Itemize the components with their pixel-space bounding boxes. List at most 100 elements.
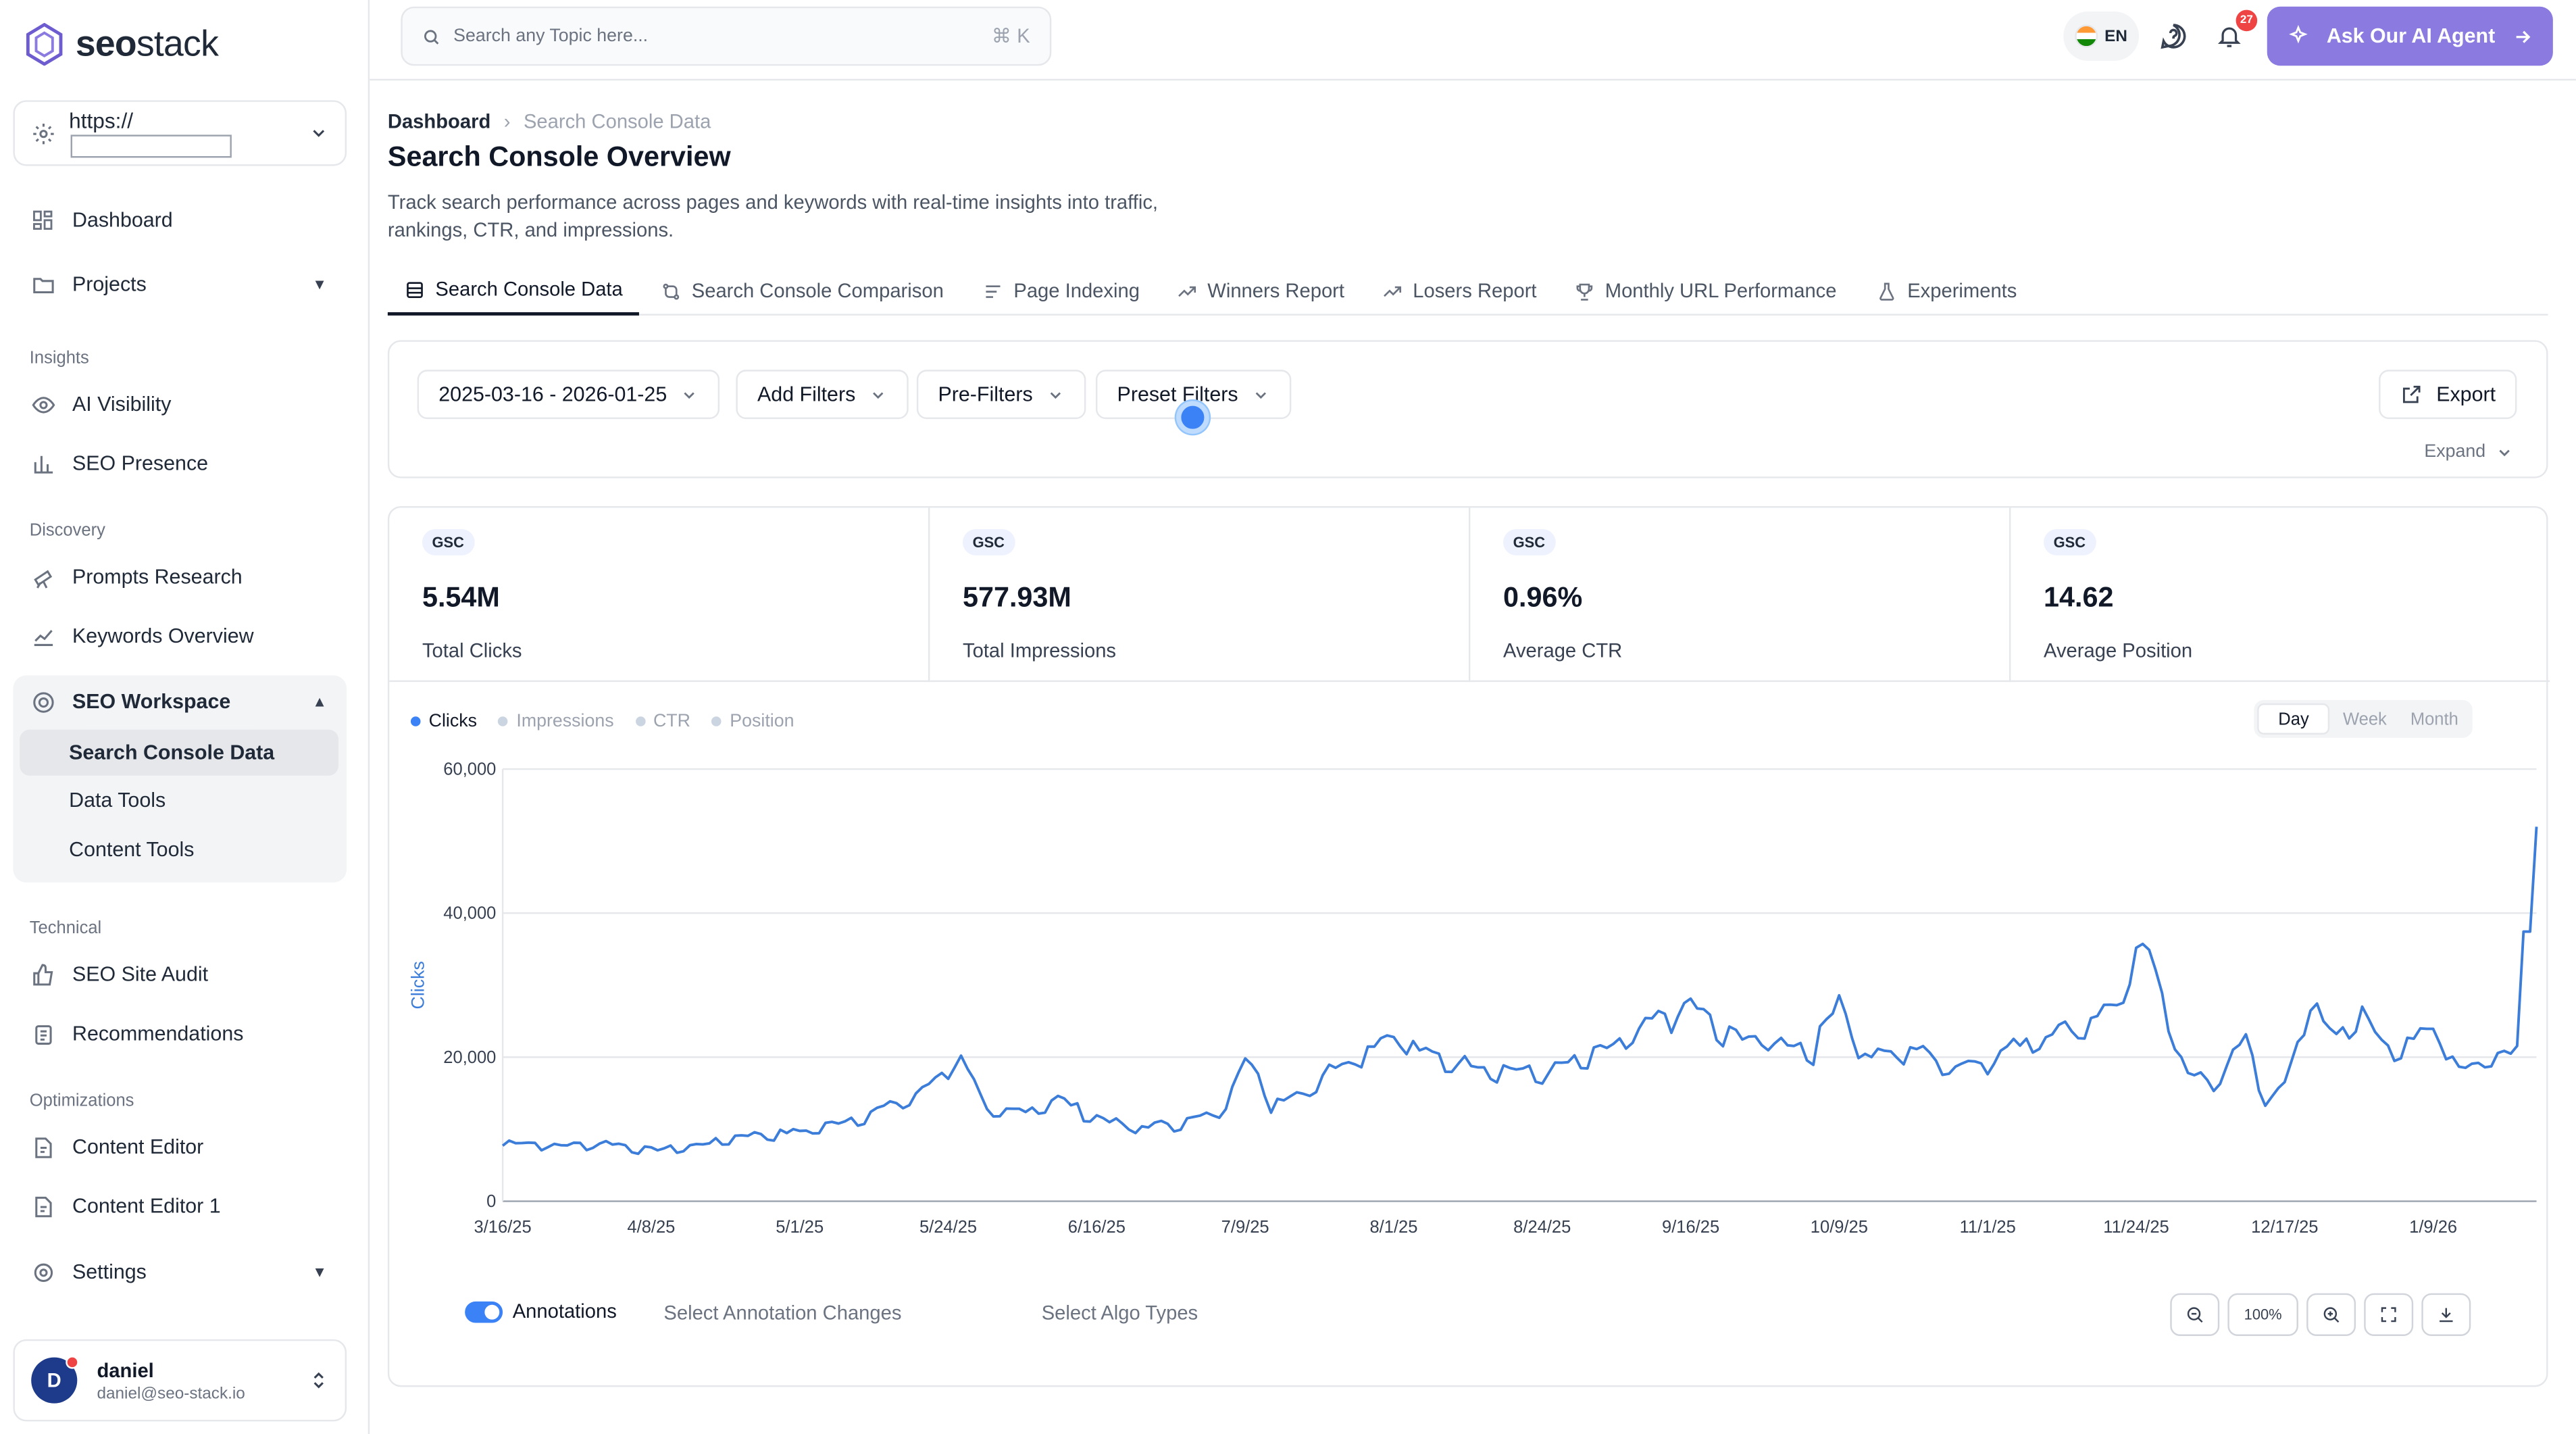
tab-label: Search Console Data bbox=[435, 277, 623, 301]
search-shortcut: ⌘ K bbox=[991, 24, 1030, 48]
y-tick-label: 40,000 bbox=[443, 904, 496, 923]
breadcrumb-root[interactable]: Dashboard bbox=[387, 109, 491, 133]
sidebar-item-settings[interactable]: Settings ▼ bbox=[13, 1244, 347, 1300]
date-range-value: 2025-03-16 - 2026-01-25 bbox=[438, 382, 667, 406]
sidebar-item-label: AI Visibility bbox=[72, 393, 172, 416]
algo-types-select[interactable]: Select Algo Types bbox=[1041, 1301, 1198, 1325]
sidebar-item-ai-visibility[interactable]: AI Visibility bbox=[13, 376, 347, 432]
ask-ai-agent-button[interactable]: Ask Our AI Agent bbox=[2267, 6, 2553, 66]
arrow-right-icon bbox=[2512, 26, 2533, 47]
sidebar-item-prompts-research[interactable]: Prompts Research bbox=[13, 549, 347, 605]
legend-label: CTR bbox=[653, 711, 690, 732]
folder-icon bbox=[30, 271, 56, 297]
annotations-toggle[interactable]: Annotations bbox=[465, 1300, 617, 1323]
stat-total-impressions: GSC 577.93M Total Impressions bbox=[930, 508, 1471, 683]
fullscreen-button[interactable] bbox=[2364, 1293, 2414, 1336]
tab-label: Winners Report bbox=[1207, 279, 1345, 303]
date-range-picker[interactable]: 2025-03-16 - 2026-01-25 bbox=[417, 370, 720, 420]
legend-label: Position bbox=[730, 711, 794, 732]
sidebar-item-label: Keywords Overview bbox=[72, 624, 254, 648]
tab-losers-report[interactable]: Losers Report bbox=[1365, 266, 1553, 316]
granularity-week[interactable]: Week bbox=[2342, 709, 2387, 729]
tab-winners-report[interactable]: Winners Report bbox=[1160, 266, 1361, 316]
toggle-switch[interactable] bbox=[465, 1300, 503, 1322]
zoom-out-button[interactable] bbox=[2170, 1293, 2220, 1336]
sidebar-item-content-editor[interactable]: Content Editor bbox=[13, 1119, 347, 1175]
sidebar-item-content-tools[interactable]: Content Tools bbox=[69, 838, 195, 862]
breadcrumb-current: Search Console Data bbox=[523, 109, 711, 133]
legend-position[interactable]: Position bbox=[711, 711, 794, 732]
trending-icon bbox=[1382, 280, 1403, 302]
site-url: https:// bbox=[69, 108, 296, 159]
help-icon[interactable] bbox=[2155, 18, 2191, 54]
sidebar-item-seo-presence[interactable]: SEO Presence bbox=[13, 435, 347, 491]
stat-label: Average Position bbox=[2044, 639, 2193, 662]
legend-label: Clicks bbox=[428, 711, 478, 732]
language-selector[interactable]: EN bbox=[2063, 11, 2140, 61]
sidebar-item-data-tools[interactable]: Data Tools bbox=[69, 789, 166, 812]
sparkle-icon bbox=[2287, 24, 2310, 47]
search-input[interactable]: Search any Topic here... ⌘ K bbox=[401, 6, 1052, 66]
legend-impressions[interactable]: Impressions bbox=[498, 711, 614, 732]
sidebar-item-search-console-data[interactable]: Search Console Data bbox=[20, 729, 338, 776]
x-tick-label: 10/9/25 bbox=[1811, 1218, 1868, 1237]
bell-icon[interactable]: 27 bbox=[2211, 9, 2258, 54]
sidebar-item-label: Content Editor 1 bbox=[72, 1194, 221, 1218]
add-filters-button[interactable]: Add Filters bbox=[736, 370, 909, 420]
stat-value: 5.54M bbox=[422, 581, 500, 614]
gsc-badge: GSC bbox=[422, 529, 474, 555]
legend-label: Impressions bbox=[516, 711, 614, 732]
annotations-label: Annotations bbox=[512, 1300, 617, 1323]
y-tick-label: 60,000 bbox=[443, 760, 496, 779]
logo-icon bbox=[26, 23, 63, 66]
site-selector[interactable]: https:// bbox=[13, 100, 347, 166]
tab-page-indexing[interactable]: Page Indexing bbox=[966, 266, 1156, 316]
granularity-day[interactable]: Day bbox=[2257, 703, 2330, 735]
x-tick-label: 5/1/25 bbox=[776, 1218, 824, 1237]
sidebar-item-label: Settings bbox=[72, 1260, 147, 1284]
x-tick-label: 12/17/25 bbox=[2251, 1218, 2318, 1237]
tab-monthly-url-performance[interactable]: Monthly URL Performance bbox=[1557, 266, 1853, 316]
sidebar-item-seo-site-audit[interactable]: SEO Site Audit bbox=[13, 947, 347, 1003]
tab-search-console-data[interactable]: Search Console Data bbox=[387, 266, 640, 316]
tab-search-console-comparison[interactable]: Search Console Comparison bbox=[644, 266, 960, 316]
sidebar-item-content-editor-1[interactable]: Content Editor 1 bbox=[13, 1179, 347, 1235]
section-label-optimizations: Optimizations bbox=[29, 1091, 134, 1111]
tab-label: Losers Report bbox=[1413, 279, 1537, 303]
sidebar-item-recommendations[interactable]: Recommendations bbox=[13, 1006, 347, 1062]
granularity-month[interactable]: Month bbox=[2410, 709, 2458, 729]
gsc-badge: GSC bbox=[1503, 529, 1555, 555]
download-button[interactable] bbox=[2421, 1293, 2471, 1336]
tab-label: Monthly URL Performance bbox=[1605, 279, 1837, 303]
tab-experiments[interactable]: Experiments bbox=[1860, 266, 2034, 316]
legend-clicks[interactable]: Clicks bbox=[410, 711, 478, 732]
logo-text: seostack bbox=[75, 23, 219, 64]
zoom-level[interactable]: 100% bbox=[2227, 1293, 2298, 1336]
stat-average-ctr: GSC 0.96% Average CTR bbox=[1470, 508, 2011, 683]
sidebar-item-projects[interactable]: Projects ▼ bbox=[13, 256, 347, 312]
sidebar-item-dashboard[interactable]: Dashboard bbox=[13, 193, 347, 249]
eye-icon bbox=[30, 391, 56, 418]
annotation-changes-select[interactable]: Select Annotation Changes bbox=[663, 1301, 902, 1325]
zoom-out-icon bbox=[2185, 1305, 2204, 1325]
stat-label: Total Clicks bbox=[422, 639, 522, 662]
sidebar-item-keywords-overview[interactable]: Keywords Overview bbox=[13, 608, 347, 664]
expand-toggle[interactable]: Expand bbox=[2424, 442, 2513, 462]
tab-label: Page Indexing bbox=[1013, 279, 1140, 303]
zoom-in-button[interactable] bbox=[2306, 1293, 2356, 1336]
stat-label: Total Impressions bbox=[962, 639, 1117, 662]
x-tick-label: 8/1/25 bbox=[1369, 1218, 1417, 1237]
export-button[interactable]: Export bbox=[2379, 370, 2517, 420]
chevron-down-icon bbox=[1046, 385, 1064, 403]
user-menu[interactable]: D daniel daniel@seo-stack.io bbox=[13, 1339, 347, 1422]
pre-filters-button[interactable]: Pre-Filters bbox=[916, 370, 1086, 420]
x-tick-label: 11/24/25 bbox=[2103, 1218, 2169, 1237]
x-tick-label: 3/16/25 bbox=[474, 1218, 532, 1237]
search-icon bbox=[422, 27, 440, 45]
sidebar-item-seo-workspace[interactable]: SEO Workspace ▲ bbox=[13, 674, 347, 730]
legend-ctr[interactable]: CTR bbox=[635, 712, 690, 731]
caret-up-icon: ▲ bbox=[312, 693, 327, 710]
trophy-icon bbox=[1574, 280, 1596, 302]
thumbs-up-icon bbox=[30, 962, 56, 988]
logo[interactable]: seostack bbox=[24, 23, 219, 66]
